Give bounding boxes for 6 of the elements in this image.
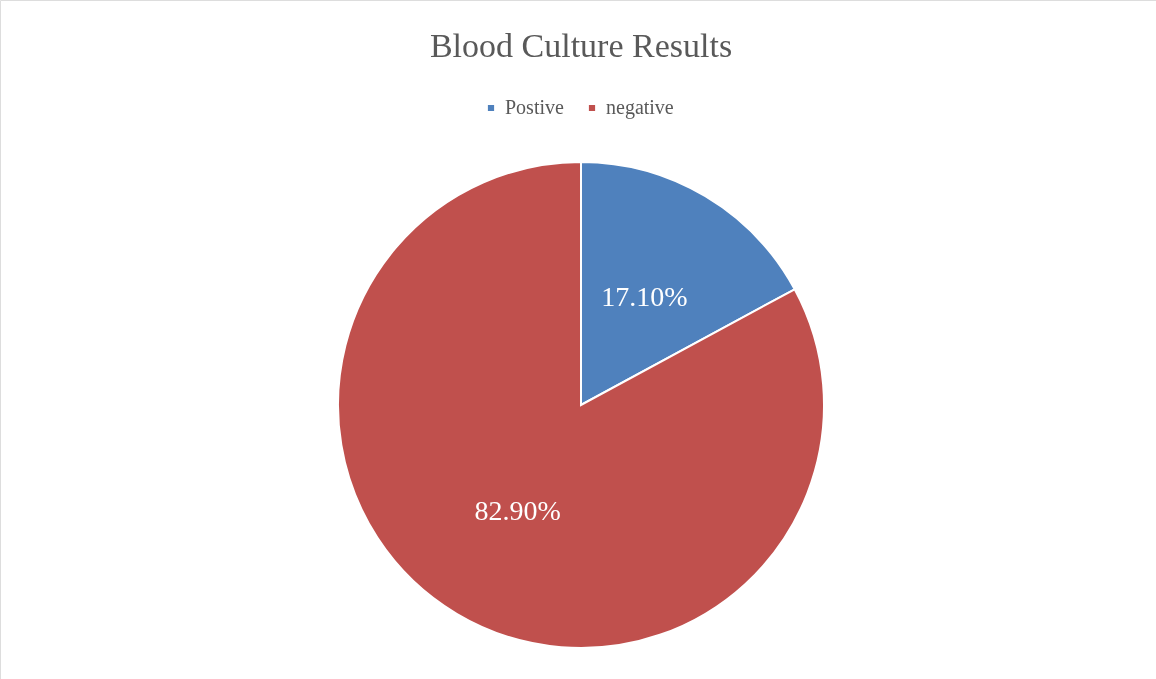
- legend-label: negative: [606, 96, 674, 119]
- data-label: 17.10%: [601, 281, 688, 313]
- data-label: 82.90%: [474, 494, 561, 526]
- chart-title: Blood Culture Results: [429, 27, 733, 64]
- pie-slice: [337, 161, 825, 649]
- legend-label: Postive: [505, 96, 565, 118]
